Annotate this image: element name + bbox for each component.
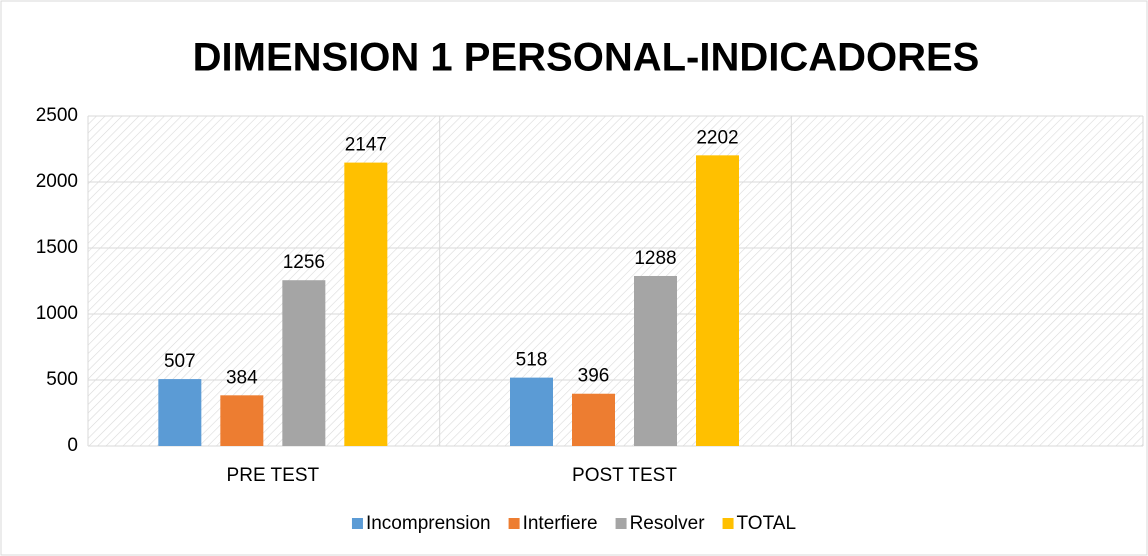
- data-label: 2147: [345, 135, 387, 156]
- legend-swatch: [722, 518, 734, 529]
- legend-label: Incomprension: [366, 513, 491, 534]
- data-label: 518: [516, 350, 548, 371]
- bar: [282, 280, 326, 446]
- bar: [634, 275, 677, 446]
- data-label: 396: [578, 366, 610, 387]
- bar: [220, 395, 264, 446]
- x-tick-label: PRE TEST: [227, 465, 320, 486]
- legend-swatch: [615, 518, 627, 529]
- y-tick-label: 1500: [36, 237, 78, 258]
- y-tick-label: 0: [67, 435, 78, 456]
- data-label: 1256: [283, 252, 325, 273]
- chart-title: DIMENSION 1 PERSONAL-INDICADORES: [193, 36, 980, 80]
- plot-area: [88, 116, 1143, 446]
- legend-swatch: [508, 518, 520, 529]
- y-tick-label: 2000: [36, 171, 78, 192]
- y-tick-label: 2500: [36, 105, 78, 126]
- data-label: 2202: [696, 127, 738, 148]
- bar: [158, 379, 202, 446]
- x-tick-label: POST TEST: [572, 465, 677, 486]
- data-label: 1288: [634, 248, 676, 269]
- legend-swatch: [351, 518, 363, 529]
- legend-label: Resolver: [630, 513, 706, 534]
- data-label: 384: [226, 367, 258, 388]
- bar: [696, 155, 739, 446]
- legend-label: Interfiere: [523, 513, 598, 534]
- bar: [572, 393, 615, 446]
- y-tick-label: 500: [46, 369, 78, 390]
- legend-label: TOTAL: [737, 513, 796, 534]
- bar: [344, 162, 388, 446]
- bar: [510, 377, 553, 446]
- data-label: 507: [164, 351, 196, 372]
- y-tick-label: 1000: [36, 303, 78, 324]
